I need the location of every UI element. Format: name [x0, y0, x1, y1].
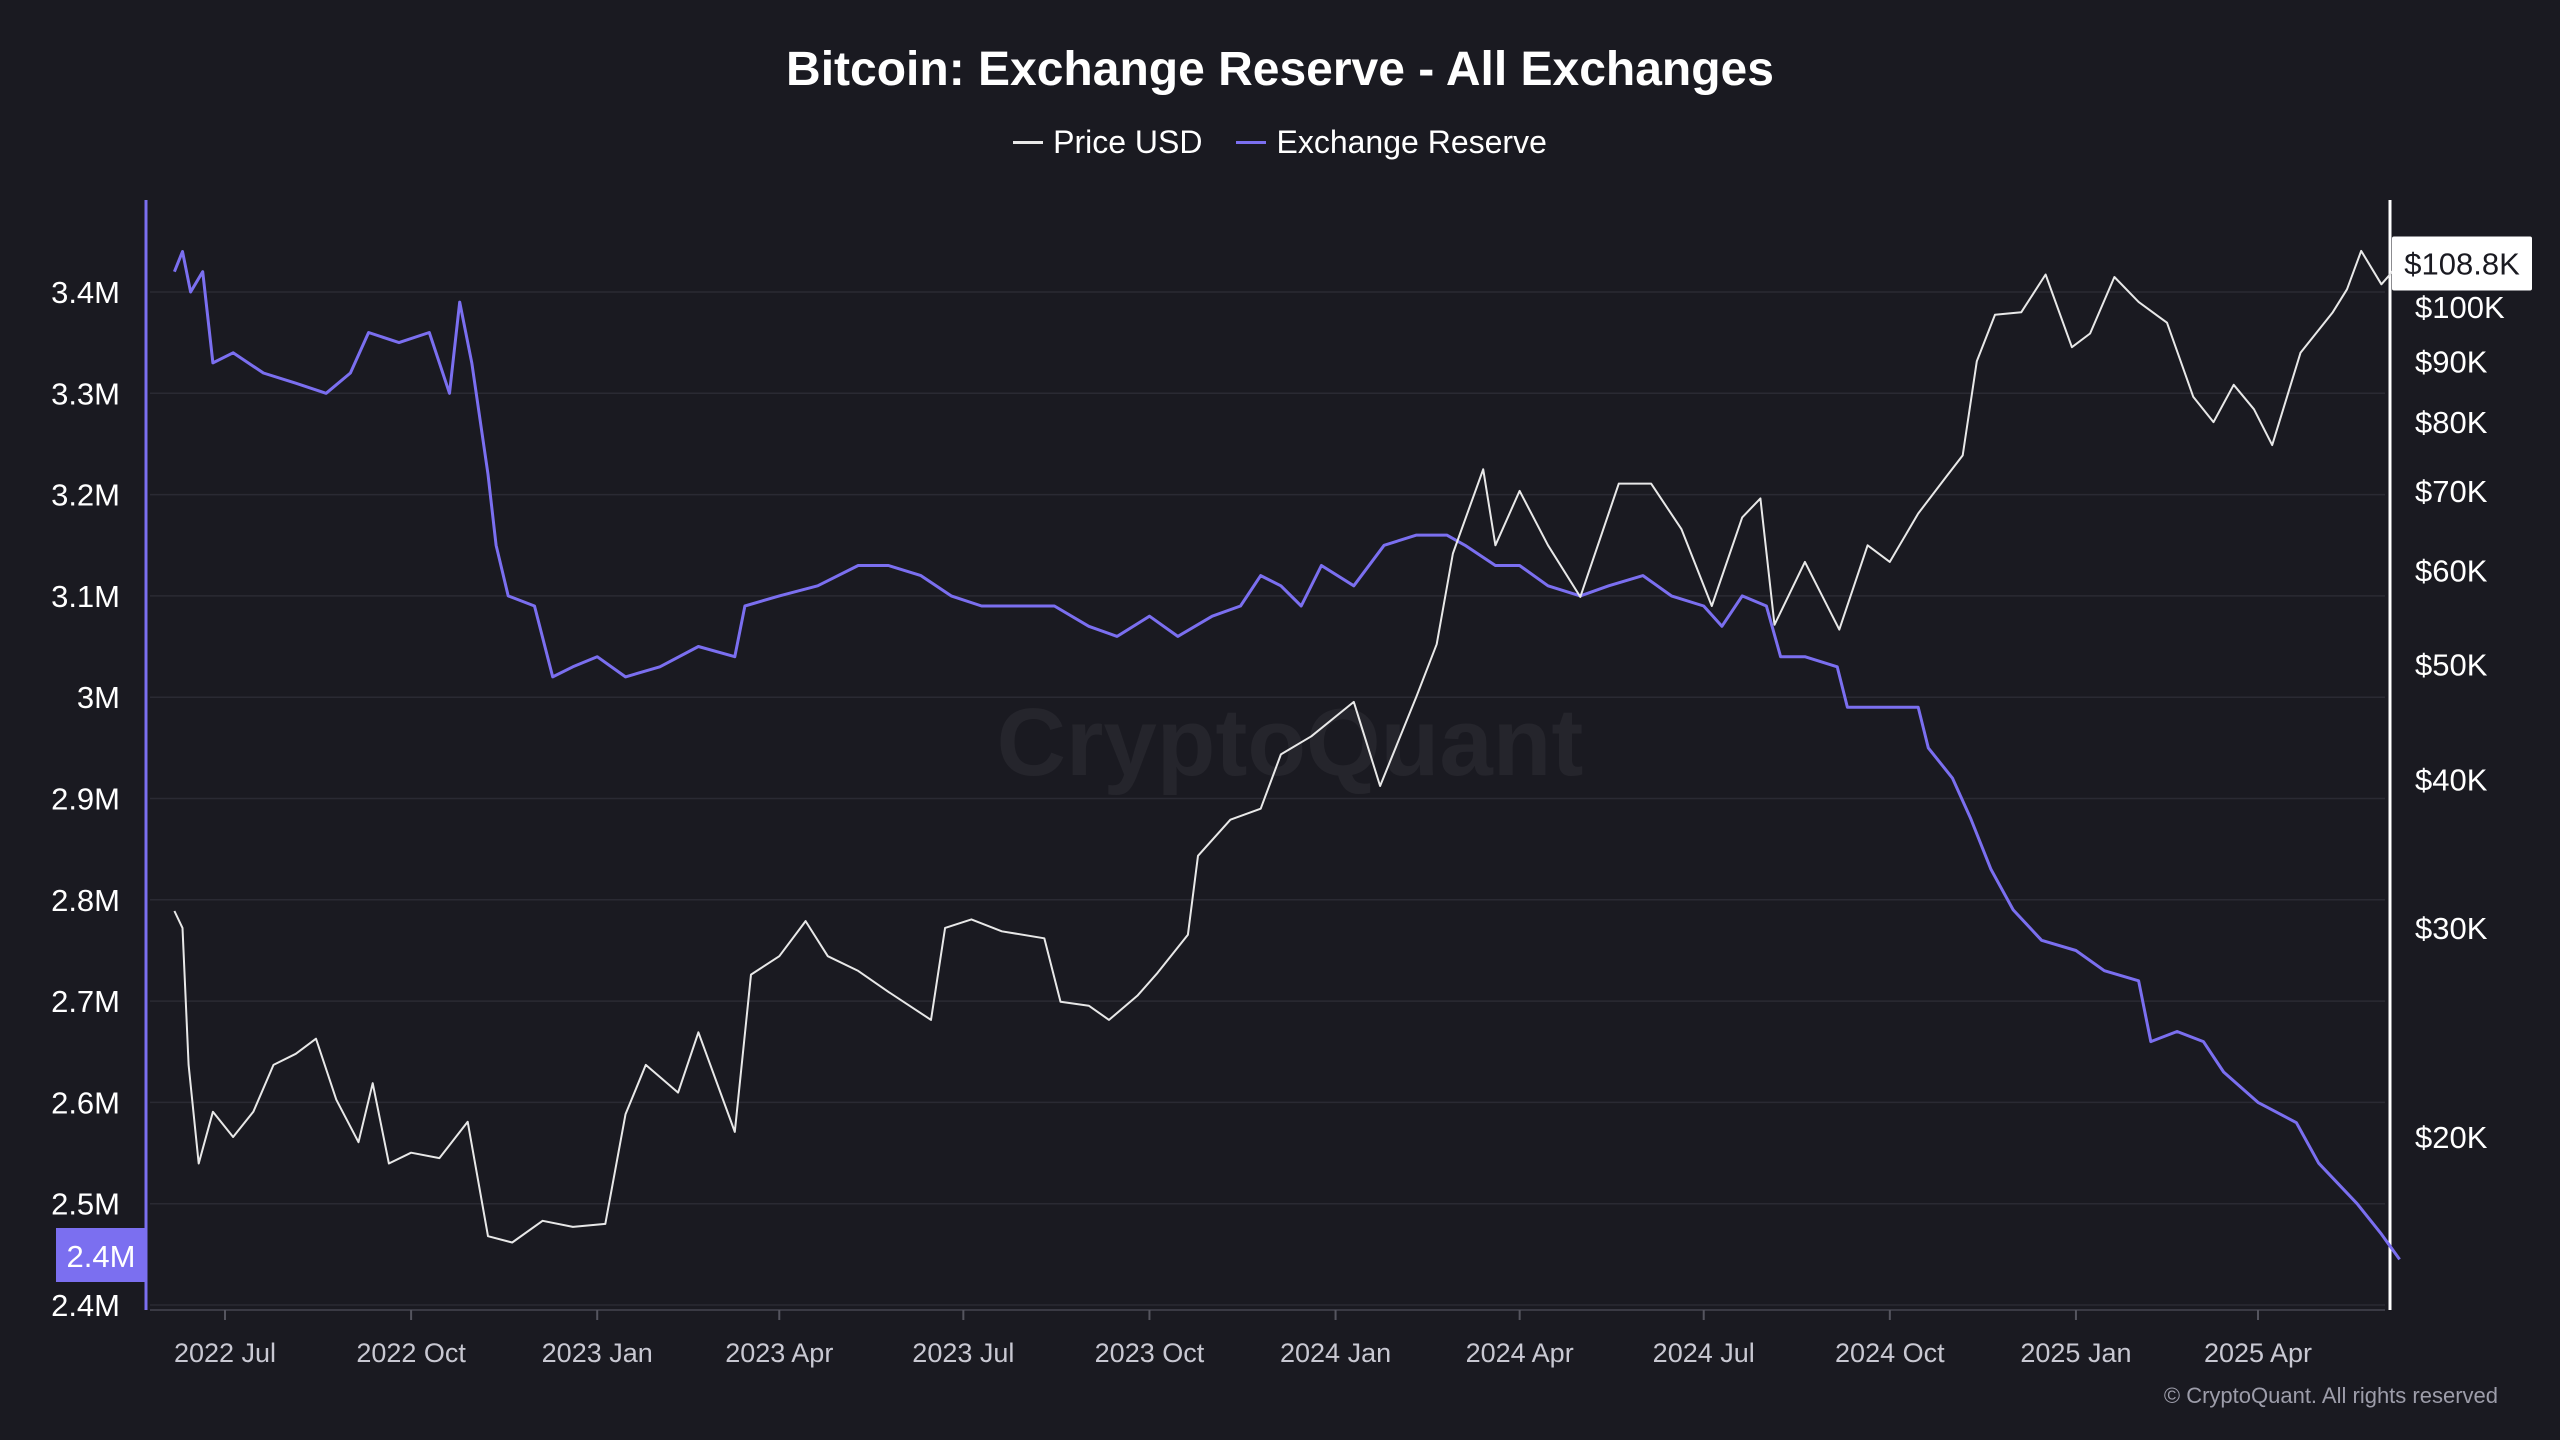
y-left-tick-label: 2.8M — [51, 883, 120, 918]
y-left-tick-label: 3M — [77, 680, 120, 715]
legend-item-reserve[interactable]: Exchange Reserve — [1236, 124, 1547, 161]
legend-label-price: Price USD — [1053, 124, 1203, 160]
y-left-tick-label: 3.1M — [51, 579, 120, 614]
y-left-tick-label: 2.4M — [51, 1288, 120, 1323]
copyright-text: © CryptoQuant. All rights reserved — [2163, 1383, 2498, 1408]
x-tick-label: 2022 Oct — [356, 1338, 466, 1368]
x-tick-label: 2025 Jan — [2020, 1338, 2131, 1368]
x-tick-label: 2023 Oct — [1095, 1338, 1205, 1368]
x-tick-label: 2024 Jul — [1653, 1338, 1755, 1368]
y-left-tick-label: 3.2M — [51, 478, 120, 513]
watermark: CryptoQuant — [997, 689, 1584, 796]
y-right-tick-label: $70K — [2415, 474, 2488, 509]
y-right-tick-label: $30K — [2415, 911, 2488, 946]
gridlines — [150, 291, 2385, 1306]
y-right-tick-label: $60K — [2415, 553, 2488, 588]
x-tick-label: 2024 Oct — [1835, 1338, 1945, 1368]
y-right-tick-label: $20K — [2415, 1120, 2488, 1155]
chart-legend: Price USD Exchange Reserve — [0, 124, 2560, 161]
x-tick-label: 2024 Apr — [1466, 1338, 1574, 1368]
y-right-tick-label: $90K — [2415, 344, 2488, 379]
axes — [144, 200, 2392, 1320]
y-right-tick-label: $50K — [2415, 647, 2488, 682]
y-right-tick-label: $40K — [2415, 763, 2488, 798]
tick-labels: 3.4M 3.3M 3.2M 3.1M 3M 2.9M 2.8M 2.7M 2.6M 2.5M 2.… — [51, 236, 2532, 1368]
y-left-tick-label: 2.5M — [51, 1187, 120, 1222]
x-tick-label: 2023 Jul — [912, 1338, 1014, 1368]
x-tick-label: 2022 Jul — [174, 1338, 276, 1368]
y-left-tick-label: 3.3M — [51, 376, 120, 411]
y-left-tick-label: 3.4M — [51, 275, 120, 310]
price-current-value-badge — [2392, 236, 2532, 291]
y-left-tick-label: 2.6M — [51, 1085, 120, 1120]
legend-swatch-price — [1013, 141, 1044, 144]
x-tick-label: 2024 Jan — [1280, 1338, 1391, 1368]
y-right-tick-label: $100K — [2415, 290, 2505, 325]
y-left-tick-label: 2.7M — [51, 984, 120, 1019]
price-current-value-label: $108.8K — [2404, 247, 2520, 282]
series-layer — [173, 249, 2401, 1261]
y-left-tick-label: 2.9M — [51, 782, 120, 817]
x-tick-label: 2023 Apr — [725, 1338, 833, 1368]
x-tick-label: 2025 Apr — [2204, 1338, 2312, 1368]
chart-title: Bitcoin: Exchange Reserve - All Exchange… — [786, 43, 1774, 96]
series-line-price-usd[interactable] — [173, 249, 2401, 1244]
series-line-exchange-reserve[interactable] — [173, 250, 2401, 1261]
legend-swatch-reserve — [1236, 141, 1267, 144]
legend-item-price[interactable]: Price USD — [1013, 124, 1202, 161]
reserve-current-value-label: 2.4M — [67, 1239, 136, 1274]
legend-label-reserve: Exchange Reserve — [1276, 124, 1547, 160]
y-right-tick-label: $80K — [2415, 405, 2488, 440]
x-tick-label: 2023 Jan — [542, 1338, 653, 1368]
reserve-current-value-badge — [56, 1228, 146, 1282]
